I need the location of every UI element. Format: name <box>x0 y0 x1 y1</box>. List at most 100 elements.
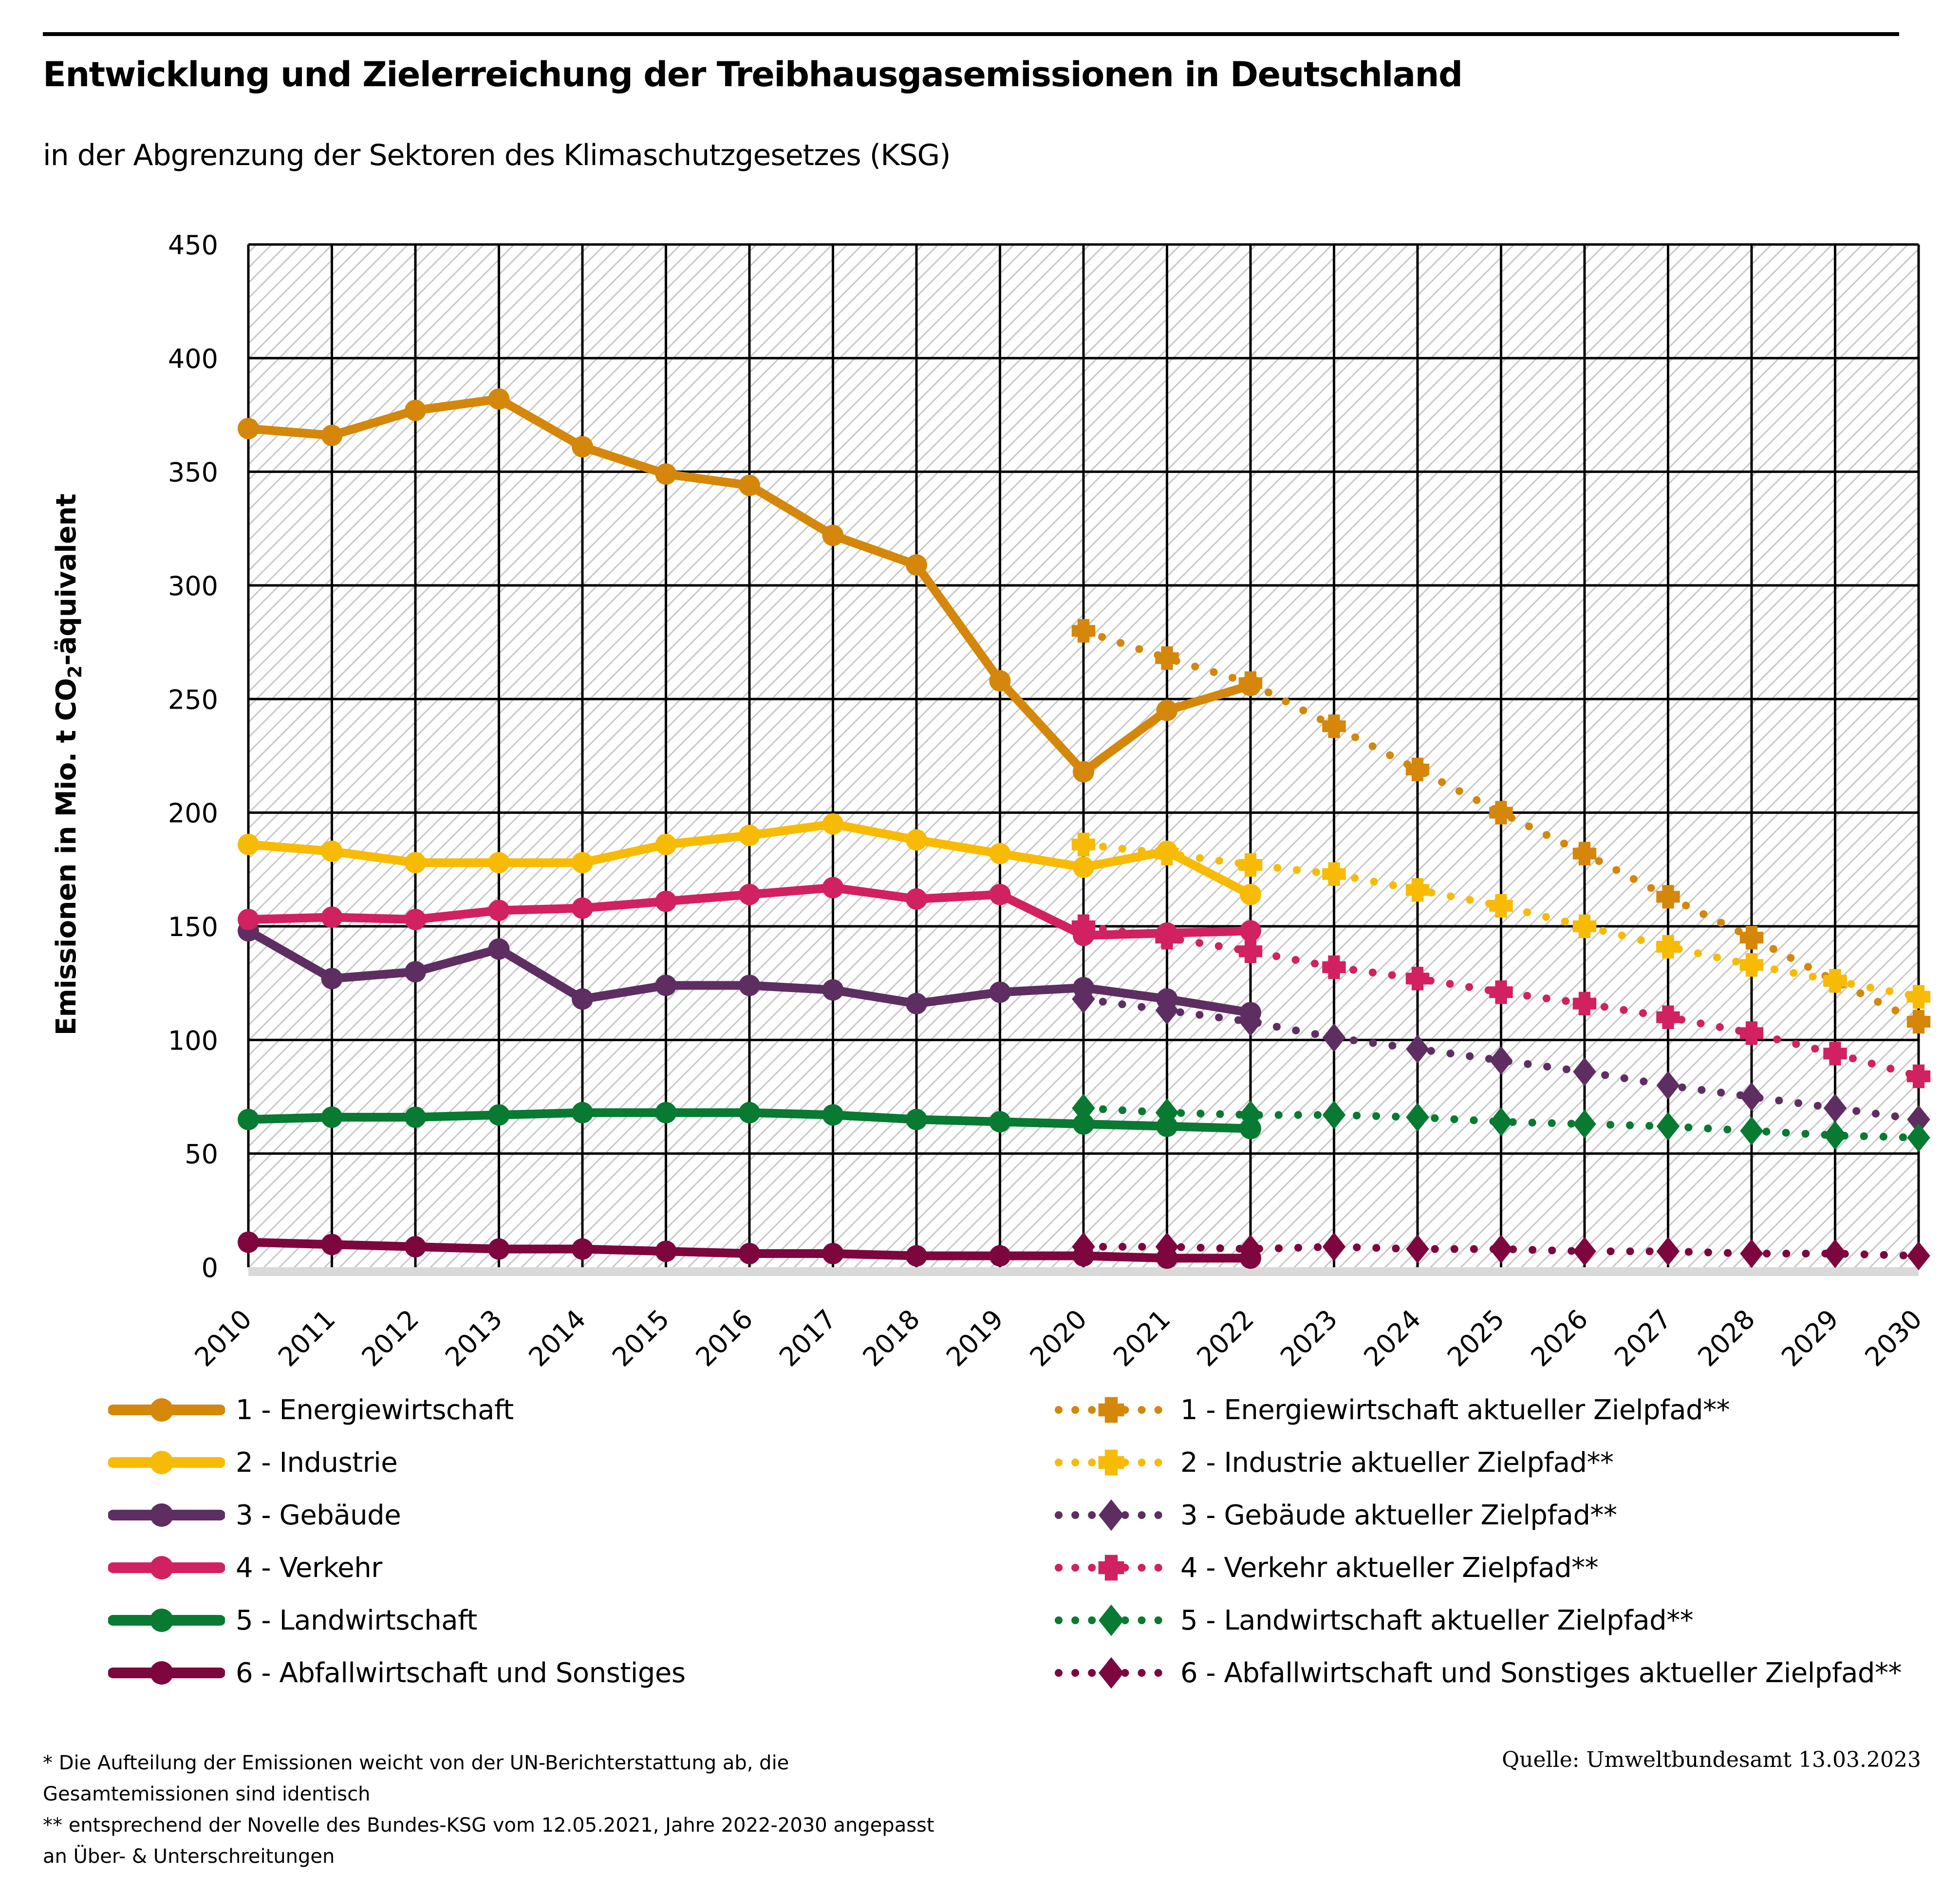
data-point <box>655 463 677 485</box>
legend-swatch <box>108 1451 225 1474</box>
legend-swatch <box>1055 1657 1170 1689</box>
data-point <box>1322 955 1346 979</box>
data-point <box>1405 878 1430 902</box>
data-point <box>1240 675 1261 696</box>
data-point <box>739 474 760 496</box>
x-tick-label: 2027 <box>1608 1304 1678 1373</box>
legend-item: 6 - Abfallwirtschaft und Sonstiges aktue… <box>1053 1653 1902 1692</box>
data-point <box>906 1245 927 1267</box>
data-point <box>1238 939 1263 963</box>
data-point <box>572 852 593 874</box>
y-tick-label: 250 <box>168 684 218 715</box>
legend-item: 4 - Verkehr aktueller Zielpfad** <box>1053 1548 1599 1587</box>
data-point <box>1573 1057 1596 1087</box>
x-tick-label: 2020 <box>1024 1304 1093 1373</box>
data-point <box>1739 953 1764 977</box>
footnote-line: Gesamtemissionen sind identisch <box>43 1783 371 1805</box>
footnote-line: ** entsprechend der Novelle des Bundes-K… <box>43 1814 934 1837</box>
data-point <box>1572 914 1597 938</box>
data-point <box>1656 1070 1680 1100</box>
data-point <box>1823 969 1847 993</box>
series-target-4 <box>1071 914 1931 1088</box>
data-point <box>989 670 1011 692</box>
legend-label: 3 - Gebäude <box>236 1499 401 1531</box>
data-point <box>1906 985 1931 1009</box>
data-point <box>1740 1116 1763 1145</box>
data-point <box>488 1104 510 1126</box>
x-tick-label: 2015 <box>606 1304 675 1373</box>
x-tick-label: 2024 <box>1358 1304 1427 1373</box>
data-point <box>572 1102 593 1124</box>
data-point <box>150 1661 173 1685</box>
data-point <box>1156 1115 1178 1137</box>
data-point <box>150 1556 173 1579</box>
data-point <box>405 961 426 983</box>
series-actual-5 <box>238 1102 1261 1140</box>
data-point <box>1098 1397 1124 1423</box>
data-point <box>1740 1082 1763 1111</box>
x-tick-label: 2018 <box>857 1304 926 1373</box>
footnote-line: * Die Aufteilung der Emissionen weicht v… <box>43 1752 789 1774</box>
data-point <box>1656 1237 1680 1266</box>
y-tick-label: 300 <box>168 571 218 601</box>
legend-item: 2 - Industrie <box>108 1443 398 1482</box>
data-point <box>1071 832 1096 857</box>
data-point <box>572 988 593 1010</box>
footnote-line: an Über- & Unterschreitungen <box>43 1845 335 1868</box>
data-point <box>1489 1107 1513 1137</box>
legend-item: 5 - Landwirtschaft aktueller Zielpfad** <box>1053 1601 1694 1640</box>
data-point <box>1489 1234 1513 1264</box>
legend-item: 6 - Abfallwirtschaft und Sonstiges <box>108 1653 686 1692</box>
legend-item: 3 - Gebäude <box>108 1496 401 1535</box>
data-point <box>739 1102 760 1124</box>
data-point <box>1099 1657 1124 1689</box>
data-point <box>1073 924 1094 946</box>
legend-label: 2 - Industrie <box>236 1446 398 1479</box>
series-layer <box>238 388 1931 1271</box>
data-point <box>405 1106 426 1128</box>
data-point <box>1907 1241 1930 1271</box>
legend-label: 6 - Abfallwirtschaft und Sonstiges <box>236 1657 686 1689</box>
legend-swatch <box>1055 1555 1170 1581</box>
data-point <box>1739 1021 1764 1045</box>
x-tick-label: 2022 <box>1191 1304 1260 1373</box>
data-point <box>1156 922 1178 944</box>
legend-label: 4 - Verkehr <box>236 1552 382 1584</box>
data-point <box>1156 988 1178 1010</box>
data-point <box>906 829 927 851</box>
chart-subtitle: in der Abgrenzung der Sektoren des Klima… <box>43 138 951 172</box>
x-axis-ticks: 2010 2011 2012 2013 2014 2015 2016 2017 2018 2019… <box>188 1304 1928 1373</box>
data-point <box>321 1106 343 1128</box>
x-tick-label: 2019 <box>940 1304 1009 1373</box>
series-actual-2 <box>238 813 1261 905</box>
data-point <box>989 981 1011 1003</box>
data-point <box>1823 1239 1847 1268</box>
series-line <box>1080 1242 1923 1260</box>
data-point <box>1071 619 1096 643</box>
series-actual-6 <box>238 1231 1261 1269</box>
legend-label: 5 - Landwirtschaft <box>236 1604 477 1636</box>
footnotes: * Die Aufteilung der Emissionen weicht v… <box>43 1747 934 1872</box>
data-point <box>1073 977 1094 998</box>
x-tick-label: 2010 <box>188 1304 258 1373</box>
y-tick-label: 400 <box>168 343 218 374</box>
data-point <box>1906 1064 1931 1088</box>
data-point <box>655 834 677 855</box>
y-tick-label: 150 <box>168 912 218 942</box>
legend-item: 1 - Energiewirtschaft <box>108 1390 514 1429</box>
data-point <box>655 1240 677 1262</box>
data-point <box>1098 1449 1124 1476</box>
data-point <box>906 1108 927 1130</box>
legend-swatch <box>108 1398 225 1422</box>
data-point <box>1907 1123 1930 1152</box>
data-point <box>405 399 426 421</box>
data-point <box>1489 801 1513 825</box>
series-line <box>1080 995 1923 1124</box>
data-point <box>1406 1234 1429 1264</box>
data-point <box>1322 1023 1346 1052</box>
data-point <box>1156 1247 1178 1269</box>
x-axis-floor <box>248 1267 1919 1276</box>
data-point <box>150 1609 173 1632</box>
data-point <box>1238 853 1263 877</box>
